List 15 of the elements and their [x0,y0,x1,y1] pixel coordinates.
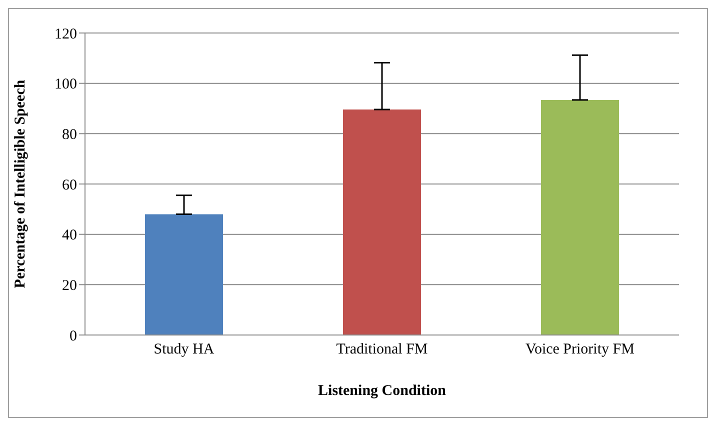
y-tick-label: 100 [54,76,77,93]
x-tick-label: Traditional FM [336,342,428,358]
y-tick-label: 20 [62,278,77,294]
y-tick-label: 40 [62,228,77,244]
y-tick-label: 60 [62,177,77,194]
y-tick-label: 80 [62,126,77,143]
x-tick-label: Study HA [154,342,214,358]
bar [145,214,223,335]
bar [541,100,619,335]
y-axis-title: Percentage of Intelligible Speech [12,79,28,288]
bar [343,110,421,335]
y-tick-label: 120 [54,26,77,42]
y-tick-label: 0 [70,328,77,344]
x-axis-title: Listening Condition [318,383,447,399]
x-tick-label: Voice Priority FM [526,342,634,358]
